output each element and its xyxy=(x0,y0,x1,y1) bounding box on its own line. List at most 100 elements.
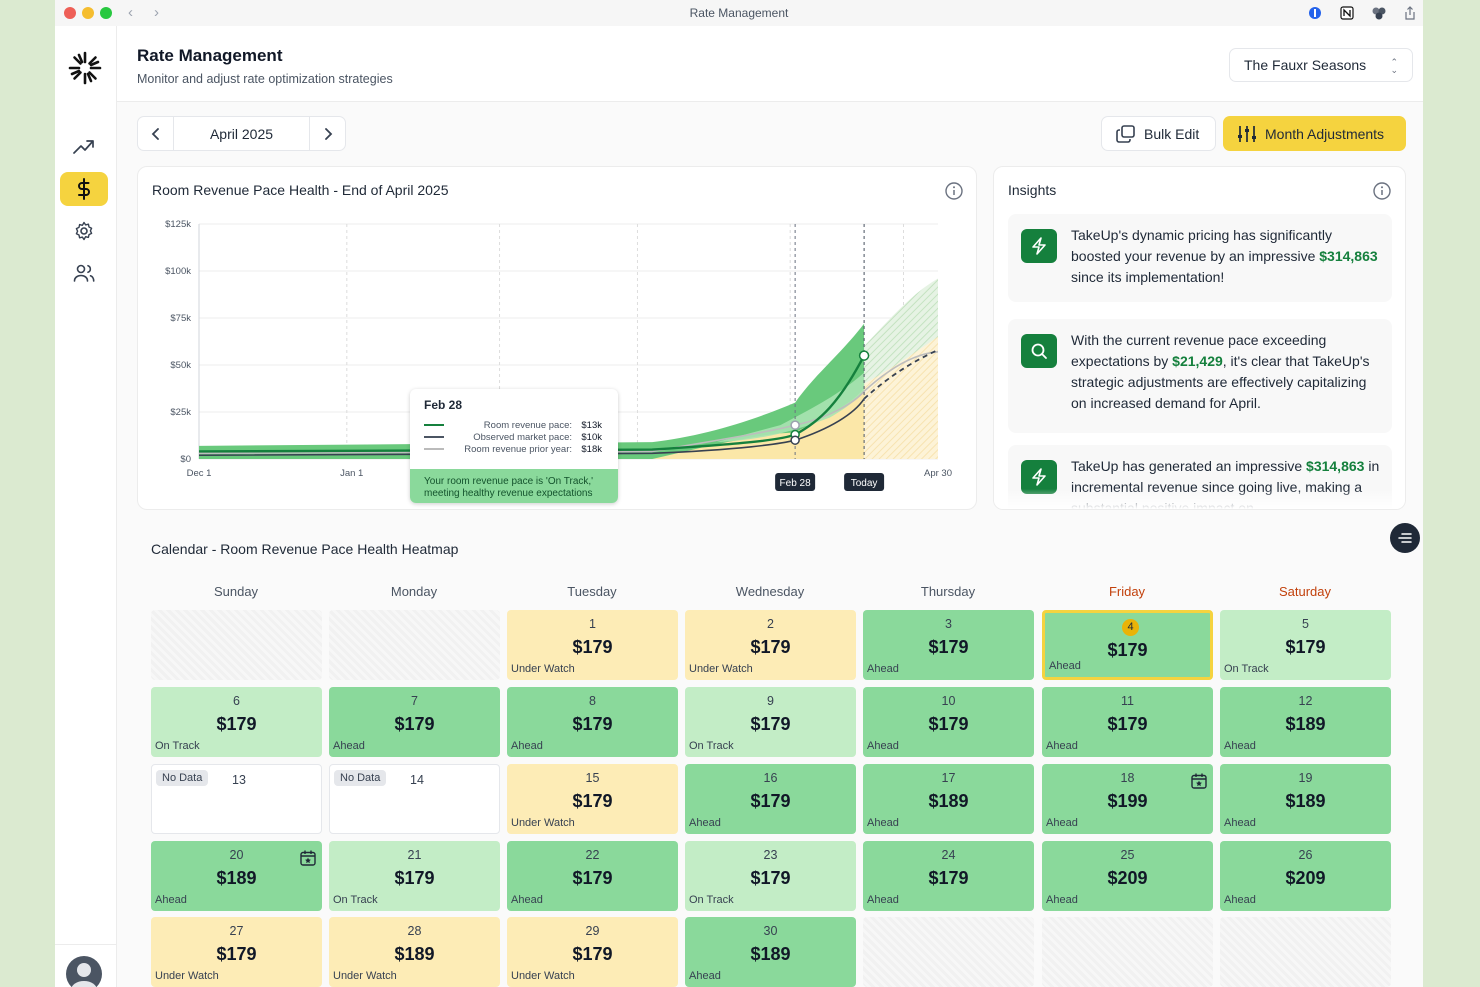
y-tick-label: $0 xyxy=(180,454,191,465)
calendar-day[interactable]: 3 $179 Ahead xyxy=(863,610,1034,680)
day-rate: $179 xyxy=(394,868,435,888)
day-rate: $179 xyxy=(750,714,791,734)
tooltip-status-line-2: meeting healthy revenue expectations xyxy=(424,488,593,499)
property-select-value: The Fauxr Seasons xyxy=(1244,57,1367,73)
bulk-edit-label: Bulk Edit xyxy=(1144,125,1200,142)
calendar-day[interactable]: 2 $179 Under Watch xyxy=(685,610,856,680)
day-number: 1 xyxy=(589,617,596,631)
insights-fade xyxy=(994,489,1405,509)
previous-month-button[interactable] xyxy=(138,117,173,150)
market-pace-point xyxy=(790,435,800,445)
month-adjustments-button[interactable]: Month Adjustments xyxy=(1223,116,1406,151)
day-number: 19 xyxy=(1298,771,1313,785)
calendar-day[interactable]: 20 $189 Ahead xyxy=(151,841,322,911)
calendar-day[interactable]: No Data 14 xyxy=(329,764,500,834)
calendar-day[interactable]: 10 $179 Ahead xyxy=(863,687,1034,757)
pace-chart[interactable]: $0 $25k $50k $75k $100k $125k Dec 1 Jan 1 Apr 30… xyxy=(138,167,978,511)
calendar-day[interactable]: 8 $179 Ahead xyxy=(507,687,678,757)
day-status: On Track xyxy=(333,894,378,906)
calendar-day[interactable]: 16 $179 Ahead xyxy=(685,764,856,834)
weekday-label: Thursday xyxy=(920,584,976,599)
calendar-day[interactable]: 25 $209 Ahead xyxy=(1042,841,1213,911)
sidebar-item-rates[interactable] xyxy=(60,172,108,206)
month-navigator: April 2025 xyxy=(137,116,346,151)
prior-year-point xyxy=(790,420,800,430)
weekday-label: Wednesday xyxy=(735,584,805,599)
extension-icon[interactable] xyxy=(1370,4,1388,22)
dollar-icon xyxy=(78,178,90,200)
calendar-day[interactable]: 22 $179 Ahead xyxy=(507,841,678,911)
calendar-day[interactable]: 29 $179 Under Watch xyxy=(507,917,678,987)
calendar-day[interactable]: 1 $179 Under Watch xyxy=(507,610,678,680)
calendar-day[interactable]: 27 $179 Under Watch xyxy=(151,917,322,987)
day-number: 10 xyxy=(941,694,956,708)
day-status: Ahead xyxy=(1224,894,1256,906)
weekday-label: Saturday xyxy=(1278,584,1332,599)
calendar-day[interactable]: 18 $199 Ahead xyxy=(1042,764,1213,834)
bolt-icon xyxy=(1021,229,1057,263)
day-number: 16 xyxy=(763,771,778,785)
calendar-day[interactable]: 24 $179 Ahead xyxy=(863,841,1034,911)
maximize-window-button[interactable] xyxy=(100,7,112,19)
calendar-day[interactable]: 15 $179 Under Watch xyxy=(507,764,678,834)
day-number: 21 xyxy=(407,848,422,862)
calendar-day[interactable]: 30 $189 Ahead xyxy=(685,917,856,987)
forward-icon[interactable]: › xyxy=(154,4,159,21)
close-window-button[interactable] xyxy=(64,7,76,19)
next-month-button[interactable] xyxy=(310,117,345,150)
insight-highlight: $21,429 xyxy=(1172,353,1223,369)
day-number: 26 xyxy=(1298,848,1313,862)
empty-day-cell xyxy=(1042,917,1213,987)
sidebar-item-settings[interactable] xyxy=(60,214,108,248)
chat-toggle-button[interactable] xyxy=(1390,523,1420,553)
calendar-day[interactable]: 6 $179 On Track xyxy=(151,687,322,757)
notion-extension-icon[interactable] xyxy=(1338,4,1356,22)
day-number: 13 xyxy=(232,773,246,787)
day-rate: $209 xyxy=(1107,868,1148,888)
projected-prior-year-area xyxy=(864,336,938,459)
app-logo-icon xyxy=(67,50,103,91)
calendar-day[interactable]: 7 $179 Ahead xyxy=(329,687,500,757)
calendar-day[interactable]: 23 $179 On Track xyxy=(685,841,856,911)
prior-year-area xyxy=(199,383,865,459)
tooltip-row-label: Observed market pace: xyxy=(473,432,572,443)
calendar-day[interactable]: 21 $179 On Track xyxy=(329,841,500,911)
calendar-day[interactable]: 9 $179 On Track xyxy=(685,687,856,757)
property-select[interactable]: The Fauxr Seasons ⌃ ⌄ xyxy=(1229,48,1413,82)
day-rate: $189 xyxy=(1285,791,1326,811)
calendar-day[interactable]: 12 $189 Ahead xyxy=(1220,687,1391,757)
calendar-day[interactable]: 19 $189 Ahead xyxy=(1220,764,1391,834)
day-status: Ahead xyxy=(1224,740,1256,752)
back-icon[interactable]: ‹ xyxy=(128,4,133,21)
insight-text: With the current revenue pace exceeding … xyxy=(1071,330,1381,414)
y-tick-label: $125k xyxy=(165,219,191,230)
current-month: April 2025 xyxy=(173,117,310,150)
bulk-edit-button[interactable]: Bulk Edit xyxy=(1101,116,1216,151)
insight-highlight: $314,863 xyxy=(1319,248,1378,264)
calendar-day[interactable]: 17 $189 Ahead xyxy=(863,764,1034,834)
month-adjustments-label: Month Adjustments xyxy=(1265,125,1385,142)
calendar-day[interactable]: No Data 13 xyxy=(151,764,322,834)
sidebar-item-users[interactable] xyxy=(60,256,108,290)
day-status: Ahead xyxy=(1046,817,1078,829)
calendar-day[interactable]: 11 $179 Ahead xyxy=(1042,687,1213,757)
calendar-day[interactable]: 26 $209 Ahead xyxy=(1220,841,1391,911)
share-icon[interactable] xyxy=(1401,4,1419,22)
insights-title: Insights xyxy=(1008,182,1057,198)
day-number: 28 xyxy=(407,924,422,938)
day-number: 9 xyxy=(767,694,774,708)
day-status: Ahead xyxy=(511,740,543,752)
calendar-day[interactable]: 28 $189 Under Watch xyxy=(329,917,500,987)
calendar-day[interactable]: 5 $179 On Track xyxy=(1220,610,1391,680)
calendar-day[interactable]: 4 $179 Ahead xyxy=(1042,610,1213,680)
avatar[interactable] xyxy=(66,956,102,987)
info-icon[interactable] xyxy=(945,182,963,200)
event-calendar-icon[interactable] xyxy=(299,849,317,867)
sidebar-item-analytics[interactable] xyxy=(60,130,108,164)
password-extension-icon[interactable] xyxy=(1306,4,1324,22)
minimize-window-button[interactable] xyxy=(82,7,94,19)
weekday-label: Tuesday xyxy=(567,584,617,599)
info-icon[interactable] xyxy=(1373,182,1391,200)
day-status: Ahead xyxy=(1046,740,1078,752)
event-calendar-icon[interactable] xyxy=(1190,772,1208,790)
